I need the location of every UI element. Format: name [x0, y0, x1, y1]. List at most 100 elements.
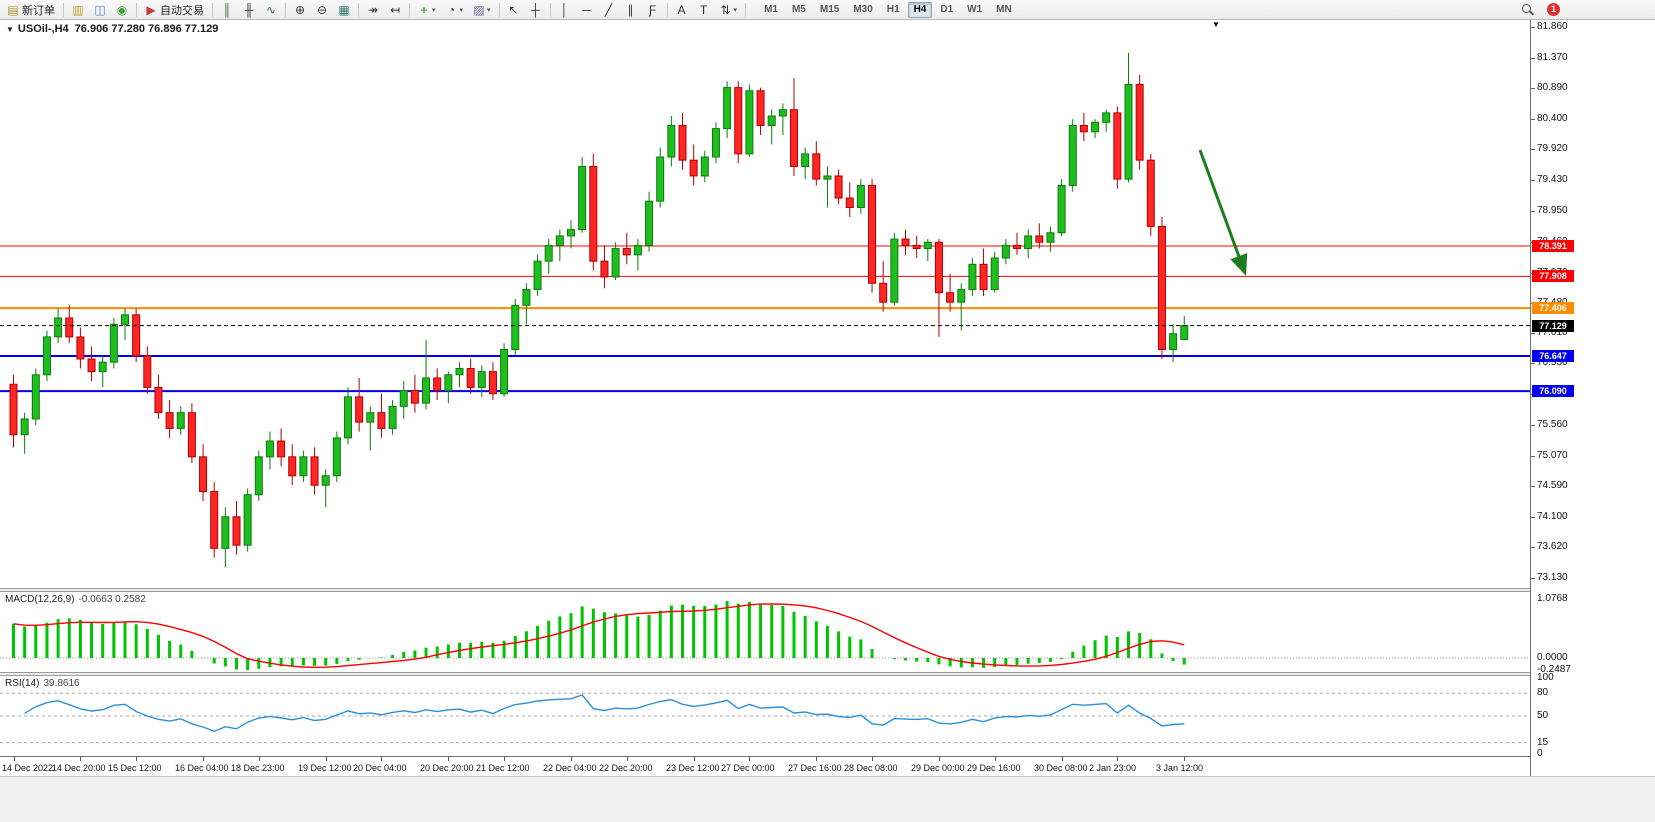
price-tick-label: 77.010 [1537, 327, 1568, 338]
search-button[interactable] [1517, 0, 1538, 19]
time-tick-mark [627, 757, 628, 761]
timeframe-button-mn[interactable]: MN [996, 3, 1012, 15]
bar-chart-button[interactable]: ║ [217, 0, 237, 19]
price-tick-mark [1531, 88, 1535, 89]
fibonacci-button[interactable]: Ƒ [643, 0, 663, 19]
price-tick-label: 74.100 [1537, 511, 1568, 522]
indicators-button[interactable]: + ▾ [414, 0, 440, 19]
candle-body [1001, 244, 1010, 259]
price-tag-77.406: 77.406 [1532, 302, 1574, 314]
rsi-label: RSI(14) 39.8616 [5, 678, 80, 689]
time-axis[interactable]: 14 Dec 2022 14 Dec 20:00 15 Dec 12:00 16 De… [0, 756, 1530, 777]
time-tick-label: 23 Dec 12:00 [666, 763, 720, 773]
text-button[interactable]: A [672, 0, 692, 19]
price-axis[interactable]: 81.860 81.370 80.890 80.400 79.920 79.430 78.9… [1530, 20, 1655, 776]
indicators-icon: + [420, 2, 428, 17]
vertical-line-button[interactable]: │ [555, 0, 575, 19]
candle-body [121, 314, 129, 325]
candle-body [54, 317, 63, 338]
rsi-axis-label: 50 [1537, 710, 1549, 721]
toolbar-separator [666, 2, 668, 17]
time-tick-mark [381, 757, 382, 761]
candle-body [265, 440, 274, 458]
candle-body [990, 257, 999, 291]
panel-separator[interactable] [0, 672, 1655, 676]
time-tick-label: 3 Jan 12:00 [1156, 763, 1204, 773]
auto-scroll-button[interactable]: ↠ [363, 0, 383, 19]
candle-body [466, 367, 475, 388]
horizontal-line-button[interactable]: ─ [577, 0, 597, 19]
auto-trading-button[interactable]: ▶ 自动交易 [141, 0, 208, 19]
candlestick-chart-button[interactable]: ╫ [239, 0, 259, 19]
price-tick-label: 73.130 [1537, 572, 1568, 583]
arrows-button[interactable]: ⇅ ▾ [716, 0, 742, 19]
chart-collapse-icon[interactable]: ▼ [6, 25, 14, 34]
rsi-indicator-pane[interactable]: RSI(14) 39.8616 [0, 676, 1530, 756]
tile-windows-button[interactable]: ▦ [334, 0, 354, 19]
time-tick-mark [259, 757, 260, 761]
price-tick-mark [1531, 517, 1535, 518]
timeframe-button-h4[interactable]: H4 [907, 1, 933, 18]
candle-body [500, 349, 509, 395]
chevron-down-icon: ▾ [432, 6, 436, 14]
timeframe-button-m5[interactable]: M5 [791, 3, 806, 15]
profiles-icon: ◫ [94, 2, 106, 17]
chart-shift-button[interactable]: ↤ [385, 0, 405, 19]
candle-body [511, 304, 520, 351]
timeframe-button-w1[interactable]: W1 [967, 3, 983, 15]
timeframe-button-d1[interactable]: D1 [940, 3, 954, 15]
candle-body [656, 156, 665, 202]
candle-body [567, 229, 575, 237]
periods-button[interactable]: ◔ ▾ [442, 0, 468, 19]
arrows-icon: ⇅ [720, 2, 731, 17]
panel-separator[interactable] [0, 588, 1655, 592]
timeframe-button-m30[interactable]: M30 [853, 3, 873, 15]
navigator-button[interactable]: ◉ [112, 0, 132, 19]
candle-body [165, 412, 174, 429]
cursor-button[interactable]: ↖ [504, 0, 524, 19]
price-tick-mark [1531, 363, 1535, 364]
time-tick-mark [1062, 757, 1063, 761]
zoom-in-button[interactable]: ⊕ [290, 0, 310, 19]
zoom-out-button[interactable]: ⊖ [312, 0, 332, 19]
price-tick-label: 80.400 [1537, 113, 1568, 124]
candle-body [42, 336, 51, 376]
candle-body [109, 323, 118, 363]
market-watch-icon: ▥ [72, 2, 84, 17]
candle-body [377, 412, 386, 429]
line-chart-button[interactable]: ∿ [261, 0, 281, 19]
main-chart-canvas[interactable] [0, 20, 1530, 588]
channel-button[interactable]: ∥ [621, 0, 641, 19]
time-tick-mark [816, 757, 817, 761]
status-strip [0, 776, 1655, 822]
timeframe-button-m1[interactable]: M1 [764, 3, 778, 15]
text-label-button[interactable]: T [694, 0, 714, 19]
templates-button[interactable]: ▨ ▾ [469, 0, 495, 19]
candle-body [143, 355, 152, 388]
timeframe-button-m15[interactable]: M15 [819, 3, 840, 15]
trendline-button[interactable]: ╱ [599, 0, 619, 19]
notification-badge[interactable]: 1 [1547, 3, 1560, 16]
price-tick-mark [1531, 456, 1535, 457]
macd-canvas [0, 601, 1530, 670]
main-chart-pane[interactable]: ▼ USOil-,H4 76.906 77.280 76.896 77.129 ▼ [0, 20, 1530, 588]
arrow-annotation[interactable] [1198, 149, 1248, 276]
candle-body [633, 244, 642, 256]
timeframe-button-h1[interactable]: H1 [886, 3, 900, 15]
macd-indicator-pane[interactable]: MACD(12,26,9) -0.0663 0.2582 [0, 592, 1530, 672]
candle-body [600, 260, 609, 278]
crosshair-button[interactable]: ┼ [526, 0, 546, 19]
price-tick-label: 79.920 [1537, 143, 1568, 154]
profiles-button[interactable]: ◫ [90, 0, 110, 19]
market-watch-button[interactable]: ▥ [68, 0, 88, 19]
candle-body [9, 383, 18, 436]
new-order-button[interactable]: ▤ 新订单 [3, 0, 59, 19]
auto-scroll-icon: ↠ [367, 2, 379, 17]
chart-header: ▼ USOil-,H4 76.906 77.280 76.896 77.129 [6, 23, 218, 35]
chart-shift-marker-icon[interactable]: ▼ [1212, 20, 1220, 29]
candle-body [533, 260, 542, 291]
candle-body [912, 244, 921, 250]
time-tick-mark [203, 757, 204, 761]
candle-body [790, 109, 798, 167]
candle-body [856, 184, 865, 209]
